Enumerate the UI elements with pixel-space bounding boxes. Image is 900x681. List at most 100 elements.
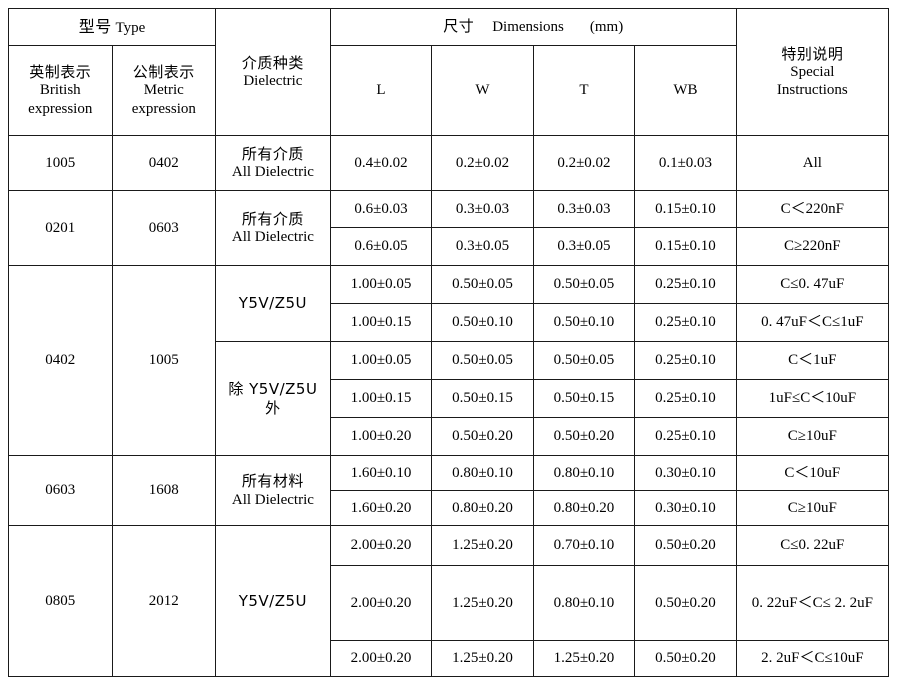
cell-metric-size: 1608: [111, 455, 217, 526]
cell-special-note: C≤0. 47uF: [735, 265, 890, 304]
cell-dim-T: 0.80±0.10: [532, 455, 636, 491]
cell-special-note: C＜1uF: [735, 341, 890, 380]
header-type-group: 型号 Type: [7, 8, 217, 46]
cell-dim-WB: 0.15±0.10: [634, 190, 737, 228]
cell-dielectric-cn-2: 外: [265, 398, 281, 417]
header-dielectric-en: Dielectric: [243, 73, 303, 89]
header-dimensions-group: 尺寸 Dimensions (mm): [329, 8, 737, 46]
cell-dielectric-cn: 所有介质: [241, 144, 304, 163]
cell-dielectric-en: All Dielectric: [231, 229, 314, 245]
header-british-expression: 英制表示 British expression: [8, 45, 113, 136]
table-row: 0201 0603 所有介质 All Dielectric 0.6±0.03 0…: [8, 190, 890, 266]
cell-special-note: C＜10uF: [735, 455, 890, 491]
cell-dim-WB: 0.1±0.03: [634, 135, 737, 191]
cell-dim-L: 1.60±0.10: [329, 455, 433, 491]
cell-dim-T: 0.50±0.05: [532, 341, 636, 380]
cell-dim-W: 0.50±0.10: [431, 303, 534, 342]
cell-dim-WB: 0.30±0.10: [634, 490, 737, 526]
cell-dim-W: 0.50±0.15: [431, 379, 534, 418]
cell-dim-W: 0.50±0.05: [431, 265, 534, 304]
cell-british-size: 0402: [8, 265, 113, 456]
header-dim-WB: WB: [634, 45, 737, 136]
cell-dielectric: 除 Y5V/Z5U 外: [215, 341, 331, 456]
header-dimensions-cn: 尺寸: [443, 17, 475, 36]
cell-metric-size: 0402: [111, 135, 217, 191]
cell-special-note-line1: 0. 22uF＜C≤: [751, 594, 831, 611]
header-dim-L: L: [329, 45, 433, 136]
cell-special-note: C≤0. 22uF: [735, 525, 890, 566]
cell-dim-L: 0.4±0.02: [329, 135, 433, 191]
header-dim-T: T: [532, 45, 636, 136]
header-metric-cn: 公制表示: [132, 63, 195, 82]
cell-dielectric: 所有材料 All Dielectric: [215, 455, 331, 526]
cell-dim-T: 0.80±0.20: [532, 490, 636, 526]
cell-special-note: 0. 22uF＜C≤ 2. 2uF: [735, 565, 890, 641]
cell-dim-T: 0.50±0.20: [532, 417, 636, 456]
cell-special-note: 2. 2uF＜C≤10uF: [735, 640, 890, 677]
cell-dim-T: 0.3±0.03: [532, 190, 636, 228]
cell-dim-L: 1.00±0.20: [329, 417, 433, 456]
cell-metric-size: 1005: [111, 265, 217, 456]
cell-dim-WB: 0.50±0.20: [634, 640, 737, 677]
cell-dim-T: 0.50±0.15: [532, 379, 636, 418]
table-row: 1005 0402 所有介质 All Dielectric 0.4±0.02 0…: [8, 135, 890, 191]
cell-dim-W: 0.80±0.20: [431, 490, 534, 526]
cell-dielectric-en: All Dielectric: [231, 164, 314, 180]
cell-dielectric: Y5V/Z5U: [215, 265, 331, 342]
cell-british-size: 0805: [8, 525, 113, 677]
header-metric-expression: 公制表示 Metric expression: [111, 45, 217, 136]
cell-metric-size: 2012: [111, 525, 217, 677]
cell-dim-L: 2.00±0.20: [329, 525, 433, 566]
header-row-sub: 英制表示 British expression 公制表示 Metric expr…: [8, 45, 889, 136]
cell-special-note: 1uF≤C＜10uF: [735, 379, 890, 418]
cell-dim-L: 1.00±0.15: [329, 303, 433, 342]
cell-dim-T: 0.2±0.02: [532, 135, 636, 191]
header-row-top: 型号 Type 介质种类 Dielectric 尺寸 Dimensions (mm)…: [7, 8, 890, 136]
cell-dielectric-cn: Y5V/Z5U: [238, 591, 308, 610]
cell-dim-L: 2.00±0.20: [329, 565, 433, 641]
cell-special-note: All: [735, 135, 890, 191]
table-row: 1.00±0.20 0.50±0.20 0.50±0.20 0.25±0.10 …: [9, 417, 890, 456]
cell-dielectric: 所有介质 All Dielectric: [215, 190, 331, 266]
dimension-spec-table: 型号 Type 介质种类 Dielectric 尺寸 Dimensions (mm)…: [7, 8, 890, 677]
header-special-cn: 特别说明: [781, 44, 844, 63]
table-row: 0805 2012 Y5V/Z5U 2.00±0.20 1.25±0.20 0.…: [8, 525, 890, 677]
cell-dim-W: 0.3±0.05: [431, 227, 534, 266]
cell-special-note: C＜220nF: [735, 190, 890, 228]
cell-dim-L: 0.6±0.05: [329, 227, 433, 266]
header-dimensions-en: Dimensions: [492, 19, 564, 36]
cell-british-size: 0603: [8, 455, 113, 526]
cell-dim-W: 1.25±0.20: [431, 565, 534, 641]
cell-dielectric: 所有介质 All Dielectric: [215, 135, 331, 191]
table-row: 0402 1005 Y5V/Z5U 1.00±0.05 0.50±0.05 0.…: [8, 265, 890, 456]
header-type-en: Type: [115, 19, 146, 36]
header-dielectric: 介质种类 Dielectric: [215, 8, 331, 136]
table-row: 2.00±0.20 1.25±0.20 0.80±0.10 0.50±0.20 …: [9, 565, 890, 641]
cell-dim-W: 0.2±0.02: [431, 135, 534, 191]
cell-special-note: C≥10uF: [735, 490, 890, 526]
table-row: 1.60±0.20 0.80±0.20 0.80±0.20 0.30±0.10 …: [9, 490, 890, 526]
cell-dim-L: 1.00±0.05: [329, 265, 433, 304]
header-metric-en2: expression: [131, 100, 196, 117]
header-special-en2: Instructions: [776, 82, 848, 99]
cell-dim-WB: 0.25±0.10: [634, 265, 737, 304]
cell-dim-WB: 0.25±0.10: [634, 341, 737, 380]
header-british-en2: expression: [28, 100, 93, 117]
header-dimensions-unit: (mm): [589, 19, 624, 36]
cell-dim-T: 0.80±0.10: [532, 565, 636, 641]
header-type-cn: 型号: [78, 16, 112, 36]
table-row: 1.00±0.15 0.50±0.15 0.50±0.15 0.25±0.10 …: [9, 379, 890, 418]
cell-dim-W: 1.25±0.20: [431, 640, 534, 677]
header-british-en1: British: [39, 82, 81, 99]
cell-dim-WB: 0.50±0.20: [634, 565, 737, 641]
cell-dim-L: 1.60±0.20: [329, 490, 433, 526]
cell-dim-WB: 0.30±0.10: [634, 455, 737, 491]
cell-dielectric-cn: 除 Y5V/Z5U: [228, 380, 318, 399]
cell-dielectric-cn: 所有介质: [241, 209, 304, 228]
cell-dim-WB: 0.15±0.10: [634, 227, 737, 266]
cell-special-note: 0. 47uF＜C≤1uF: [735, 303, 890, 342]
cell-special-note: C≥220nF: [735, 227, 890, 266]
cell-dim-T: 0.50±0.10: [532, 303, 636, 342]
cell-dielectric: Y5V/Z5U: [215, 525, 331, 677]
cell-dielectric-cn: 所有材料: [241, 472, 304, 491]
